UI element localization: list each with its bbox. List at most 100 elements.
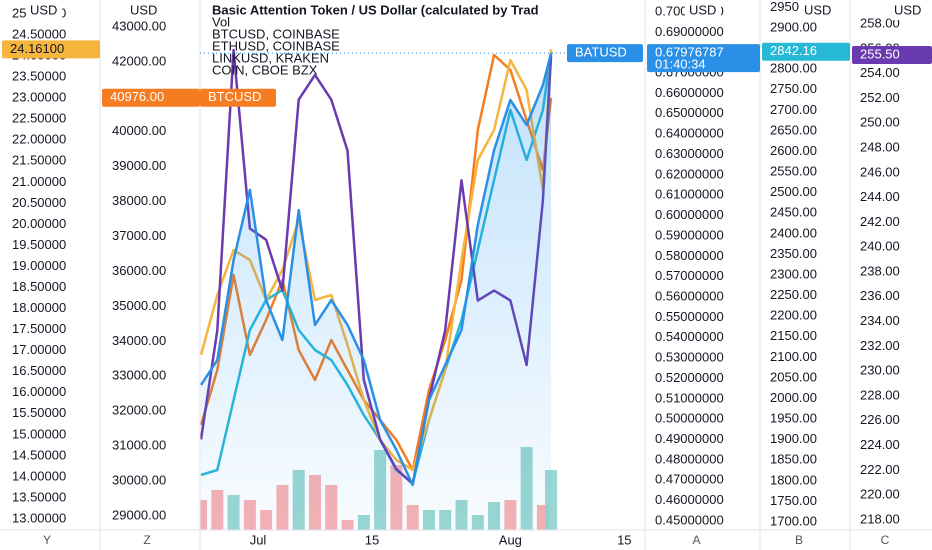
y-tick-label: 1750.00 xyxy=(770,493,817,508)
y-tick-label: 20.00000 xyxy=(12,216,66,231)
unit-label: USD xyxy=(894,2,921,17)
y-tick-label: 32000.00 xyxy=(112,403,166,418)
y-tick-label: 21.00000 xyxy=(12,174,66,189)
y-tick-label: 29000.00 xyxy=(112,507,166,522)
y-tick-label: 238.00 xyxy=(860,263,900,278)
y-tick-label: 0.46000000 xyxy=(655,492,724,507)
unit-badge-bg xyxy=(800,2,836,20)
y-tick-label: 0.58000000 xyxy=(655,248,724,263)
y-tick-label: 2300.00 xyxy=(770,266,817,281)
y-tick-label: 17.50000 xyxy=(12,321,66,336)
price-box xyxy=(2,40,100,59)
y-tick-label: 0.49000000 xyxy=(655,431,724,446)
axis-letter: B xyxy=(795,533,803,547)
y-tick-label: 0.60000000 xyxy=(655,207,724,222)
y-tick-label: 0.48000000 xyxy=(655,451,724,466)
y-tick-label: 0.47000000 xyxy=(655,472,724,487)
y-tick-label: 33000.00 xyxy=(112,368,166,383)
unit-badge-bg xyxy=(126,2,162,20)
series-line xyxy=(200,52,553,487)
y-tick-label: 1700.00 xyxy=(770,513,817,528)
y-tick-label: 13.00000 xyxy=(12,510,66,525)
y-tick-label: 2750.00 xyxy=(770,81,817,96)
y-tick-label: 1950.00 xyxy=(770,411,817,426)
y-tick-label: 2500.00 xyxy=(770,184,817,199)
price-box xyxy=(647,44,760,73)
y-tick-label: 13.50000 xyxy=(12,489,66,504)
y-tick-label: 1850.00 xyxy=(770,452,817,467)
price-box xyxy=(762,42,850,61)
y-tick-label: 21.50000 xyxy=(12,153,66,168)
y-tick-label: 222.00 xyxy=(860,462,900,477)
y-tick-label: 0.59000000 xyxy=(655,227,724,242)
y-tick-label: 19.00000 xyxy=(12,258,66,273)
y-tick-label: 38000.00 xyxy=(112,193,166,208)
price-tags: 40976.00 BTCUSD 2842.16 24.16100 255.50 0.679… xyxy=(2,40,932,107)
axis-letter: C xyxy=(881,533,890,547)
unit-badge-bg xyxy=(890,2,926,20)
y-tick-label: 230.00 xyxy=(860,363,900,378)
y-tick-label: 16.00000 xyxy=(12,384,66,399)
y-tick-label: 1900.00 xyxy=(770,431,817,446)
y-tick-label: 242.00 xyxy=(860,214,900,229)
y-tick-label: 0.45000000 xyxy=(655,512,724,527)
y-tick-label: 23.00000 xyxy=(12,90,66,105)
y-tick-label: 22.00000 xyxy=(12,132,66,147)
y-tick-label: 2100.00 xyxy=(770,349,817,364)
y-tick-label: 0.52000000 xyxy=(655,370,724,385)
y-tick-label: 254.00 xyxy=(860,65,900,80)
y-tick-label: 18.50000 xyxy=(12,279,66,294)
y-tick-label: 232.00 xyxy=(860,338,900,353)
x-tick-label: Jul xyxy=(250,532,267,547)
y-tick-label: 2350.00 xyxy=(770,246,817,261)
legend-volume: Vol xyxy=(212,14,230,29)
legend-entry: BTCUSD, COINBASE xyxy=(212,26,340,41)
y-tick-label: 248.00 xyxy=(860,139,900,154)
y-tick-label: 234.00 xyxy=(860,313,900,328)
y-tick-label: 2900.00 xyxy=(770,19,817,34)
y-tick-label: 0.64000000 xyxy=(655,126,724,141)
unit-label: USD xyxy=(804,2,831,17)
y-tick-label: 16.50000 xyxy=(12,363,66,378)
unit-badge-bg xyxy=(685,2,721,20)
chart-title: Basic Attention Token / US Dollar (calcu… xyxy=(212,2,539,17)
y-tick-label: 2700.00 xyxy=(770,102,817,117)
y-tick-label: 23.50000 xyxy=(12,69,66,84)
y-tick-label: 244.00 xyxy=(860,189,900,204)
axis-letter: Z xyxy=(143,533,150,547)
axis-letter: Y xyxy=(43,533,51,547)
price-label: 24.16100 xyxy=(10,41,64,56)
x-tick-label: Aug xyxy=(499,532,522,547)
y-tick-label: 34000.00 xyxy=(112,333,166,348)
y-tick-label: 17.00000 xyxy=(12,342,66,357)
y-tick-label: 14.00000 xyxy=(12,468,66,483)
series-tag-label: BATUSD xyxy=(575,45,627,60)
unit-label: USD xyxy=(689,2,716,17)
y-tick-label: 250.00 xyxy=(860,115,900,130)
y-tick-label: 19.50000 xyxy=(12,237,66,252)
y-tick-label: 35000.00 xyxy=(112,298,166,313)
legend: Basic Attention Token / US Dollar (calcu… xyxy=(212,2,539,77)
legend-entry: COIN, CBOE BZX xyxy=(212,62,318,77)
y-tick-label: 2550.00 xyxy=(770,164,817,179)
y-tick-label: 20.50000 xyxy=(12,195,66,210)
y-tick-label: 2150.00 xyxy=(770,328,817,343)
y-tick-label: 22.50000 xyxy=(12,111,66,126)
price-box xyxy=(852,46,932,65)
legend-entry: ETHUSD, COINBASE xyxy=(212,38,340,53)
x-tick-label: 15 xyxy=(365,532,379,547)
unit-badge-bg xyxy=(26,2,62,20)
y-tick-label: 258.00 xyxy=(860,15,900,30)
y-tick-label: 15.00000 xyxy=(12,426,66,441)
y-tick-label: 236.00 xyxy=(860,288,900,303)
y-tick-label: 40000.00 xyxy=(112,123,166,138)
y-tick-label: 18.00000 xyxy=(12,300,66,315)
y-tick-label: 0.62000000 xyxy=(655,166,724,181)
unit-label: USD xyxy=(130,2,157,17)
y-tick-label: 42000.00 xyxy=(112,53,166,68)
y-tick-label: 24.50000 xyxy=(12,26,66,41)
y-tick-label: 220.00 xyxy=(860,487,900,502)
price-label: 0.67976787 xyxy=(655,45,724,60)
y-tick-label: 0.55000000 xyxy=(655,309,724,324)
